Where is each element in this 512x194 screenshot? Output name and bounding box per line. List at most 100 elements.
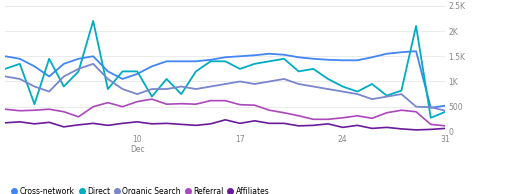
Affiliates: [178, 123, 184, 126]
Cross-network: [222, 56, 228, 58]
Organic Search: [237, 80, 243, 83]
Referral: [398, 109, 404, 111]
Legend: Cross-network, Direct, Organic Search, Referral, Affiliates: Cross-network, Direct, Organic Search, R…: [9, 184, 272, 194]
Cross-network: [295, 56, 302, 58]
Cross-network: [413, 50, 419, 52]
Cross-network: [325, 59, 331, 61]
Organic Search: [119, 88, 125, 90]
Referral: [295, 115, 302, 117]
Affiliates: [193, 124, 199, 126]
Organic Search: [222, 83, 228, 85]
Cross-network: [149, 65, 155, 68]
Organic Search: [413, 106, 419, 108]
Organic Search: [369, 98, 375, 100]
Direct: [295, 70, 302, 73]
Referral: [193, 103, 199, 105]
Direct: [251, 63, 258, 65]
Referral: [339, 117, 346, 119]
Referral: [2, 108, 8, 110]
Referral: [325, 118, 331, 120]
Referral: [310, 118, 316, 120]
Direct: [222, 60, 228, 62]
Referral: [75, 116, 81, 118]
Cross-network: [2, 55, 8, 57]
Organic Search: [354, 93, 360, 95]
Affiliates: [325, 123, 331, 125]
Cross-network: [369, 56, 375, 58]
Organic Search: [295, 83, 302, 85]
Cross-network: [383, 53, 390, 55]
Direct: [281, 58, 287, 60]
Organic Search: [17, 78, 23, 80]
Organic Search: [178, 85, 184, 88]
Cross-network: [134, 73, 140, 75]
Cross-network: [428, 107, 434, 109]
Direct: [442, 111, 449, 113]
Line: Affiliates: Affiliates: [5, 120, 445, 130]
Referral: [237, 104, 243, 106]
Affiliates: [295, 125, 302, 127]
Direct: [134, 70, 140, 73]
Direct: [105, 88, 111, 90]
Direct: [46, 58, 52, 60]
Referral: [281, 112, 287, 114]
Cross-network: [105, 70, 111, 73]
Referral: [383, 112, 390, 114]
Referral: [134, 100, 140, 103]
Affiliates: [207, 123, 214, 125]
Organic Search: [149, 88, 155, 90]
Cross-network: [251, 54, 258, 56]
Referral: [17, 110, 23, 112]
Direct: [398, 89, 404, 92]
Direct: [2, 68, 8, 70]
Affiliates: [339, 126, 346, 129]
Affiliates: [75, 124, 81, 126]
Cross-network: [193, 60, 199, 62]
Referral: [105, 101, 111, 104]
Direct: [31, 103, 37, 105]
Organic Search: [193, 88, 199, 90]
Direct: [178, 93, 184, 95]
Affiliates: [222, 119, 228, 121]
Affiliates: [17, 121, 23, 123]
Organic Search: [251, 83, 258, 85]
Organic Search: [310, 85, 316, 88]
Affiliates: [413, 129, 419, 131]
Cross-network: [310, 58, 316, 60]
Affiliates: [237, 122, 243, 125]
Direct: [413, 25, 419, 27]
Organic Search: [46, 90, 52, 93]
Referral: [90, 106, 96, 108]
Cross-network: [237, 55, 243, 57]
Affiliates: [266, 122, 272, 125]
Cross-network: [17, 58, 23, 60]
Organic Search: [442, 110, 449, 112]
Affiliates: [46, 121, 52, 124]
Direct: [75, 70, 81, 73]
Affiliates: [61, 126, 67, 128]
Organic Search: [61, 75, 67, 78]
Referral: [119, 106, 125, 108]
Line: Cross-network: Cross-network: [5, 51, 445, 108]
Organic Search: [281, 78, 287, 80]
Affiliates: [119, 122, 125, 125]
Direct: [163, 78, 169, 80]
Cross-network: [61, 63, 67, 65]
Direct: [61, 85, 67, 88]
Cross-network: [354, 59, 360, 61]
Direct: [339, 85, 346, 88]
Referral: [207, 100, 214, 102]
Affiliates: [2, 122, 8, 124]
Affiliates: [310, 124, 316, 126]
Line: Referral: Referral: [5, 99, 445, 126]
Direct: [354, 90, 360, 93]
Affiliates: [354, 124, 360, 126]
Affiliates: [281, 122, 287, 125]
Referral: [266, 109, 272, 111]
Affiliates: [134, 121, 140, 123]
Affiliates: [398, 128, 404, 130]
Cross-network: [90, 55, 96, 57]
Cross-network: [281, 54, 287, 56]
Affiliates: [428, 128, 434, 131]
Direct: [310, 68, 316, 70]
